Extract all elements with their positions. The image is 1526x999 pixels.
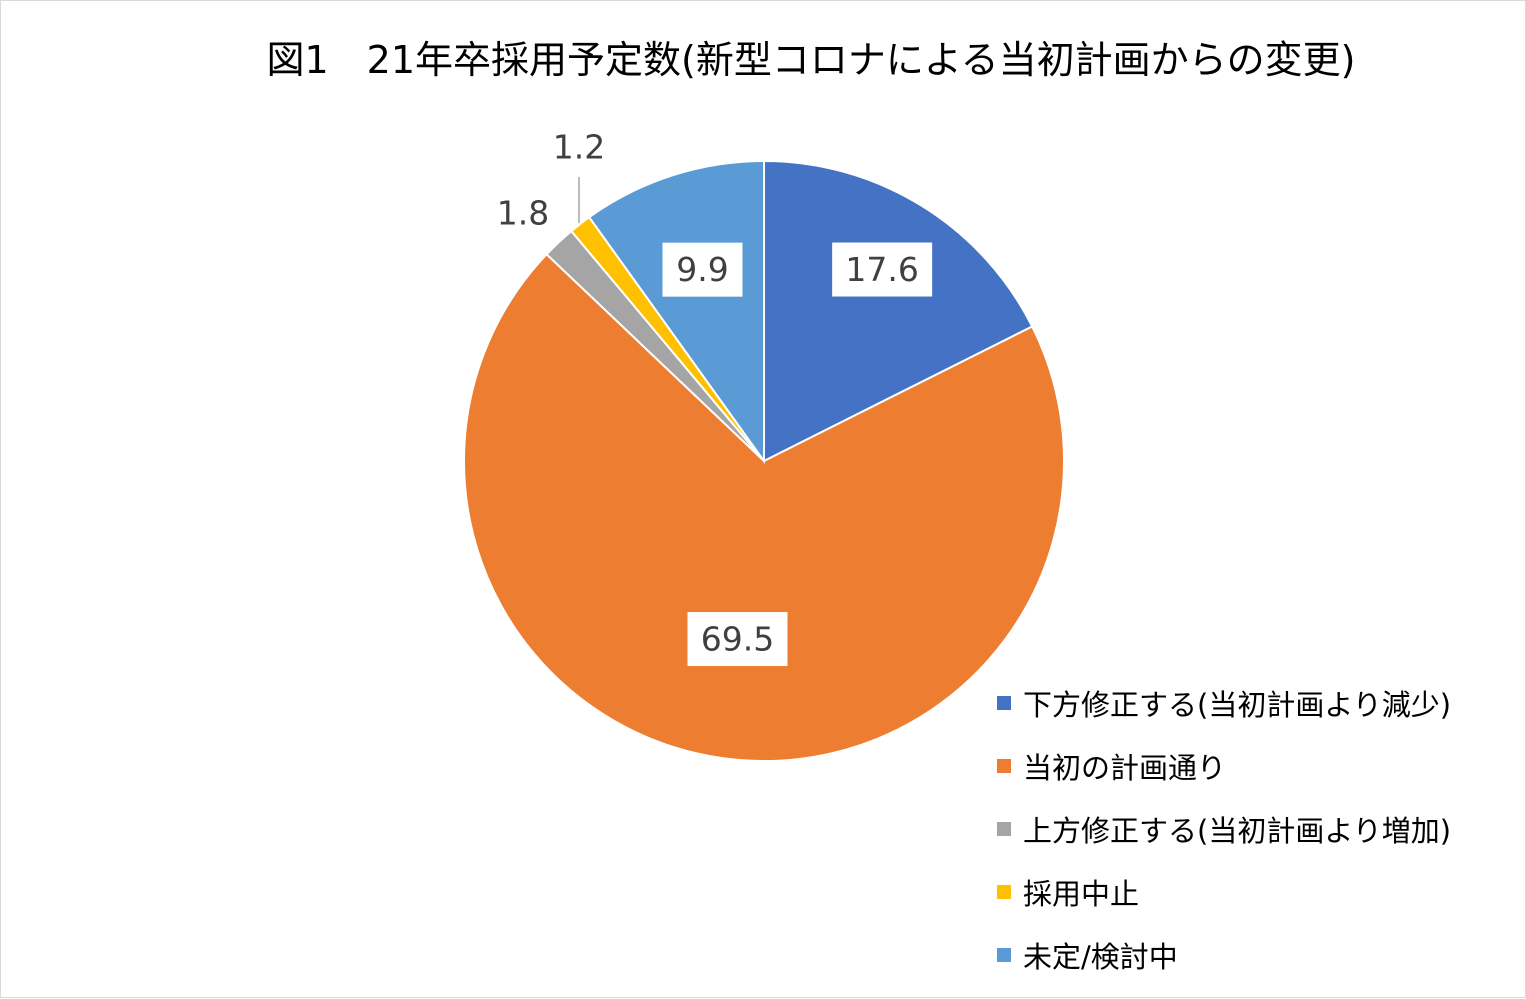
data-label-hiring-cancelled: 1.2	[553, 128, 605, 167]
svg-text:1.8: 1.8	[497, 194, 549, 233]
data-label-as-planned: 69.5	[687, 612, 788, 667]
svg-text:9.9: 9.9	[676, 250, 728, 289]
data-label-upward-revision: 1.8	[497, 194, 549, 233]
legend-label: 上方修正する(当初計画より増加)	[1023, 813, 1452, 848]
svg-text:69.5: 69.5	[701, 620, 774, 659]
slice-downward-revision	[763, 159, 1034, 463]
legend-swatch	[997, 884, 1011, 899]
chart-title: 図1 21年卒採用予定数(新型コロナによる当初計画からの変更)	[266, 38, 1356, 82]
data-label-downward-revision: 17.6	[832, 242, 933, 297]
legend-item-downward-revision: 下方修正する(当初計画より減少)	[997, 671, 1517, 734]
legend-label: 採用中止	[1023, 876, 1140, 911]
legend-label: 下方修正する(当初計画より減少)	[1023, 687, 1452, 722]
legend-item-undecided: 未定/検討中	[997, 923, 1517, 986]
legend-item-hiring-cancelled: 採用中止	[997, 860, 1517, 923]
svg-text:1.2: 1.2	[553, 128, 605, 167]
legend-swatch	[997, 947, 1011, 962]
legend-item-upward-revision: 上方修正する(当初計画より増加)	[997, 797, 1517, 860]
legend-swatch	[997, 695, 1011, 710]
legend-label: 当初の計画通り	[1023, 750, 1227, 785]
legend-item-as-planned: 当初の計画通り	[997, 734, 1517, 797]
slice-as-planned	[463, 252, 1065, 762]
svg-text:17.6: 17.6	[845, 250, 918, 289]
data-label-undecided: 9.9	[662, 242, 743, 297]
chart-legend: 下方修正する(当初計画より減少) 当初の計画通り上方修正する(当初計画より増加) 採…	[997, 671, 1517, 986]
legend-swatch	[997, 821, 1011, 836]
legend-swatch	[997, 758, 1011, 773]
legend-label: 未定/検討中	[1023, 939, 1178, 974]
slice-undecided	[587, 159, 765, 465]
